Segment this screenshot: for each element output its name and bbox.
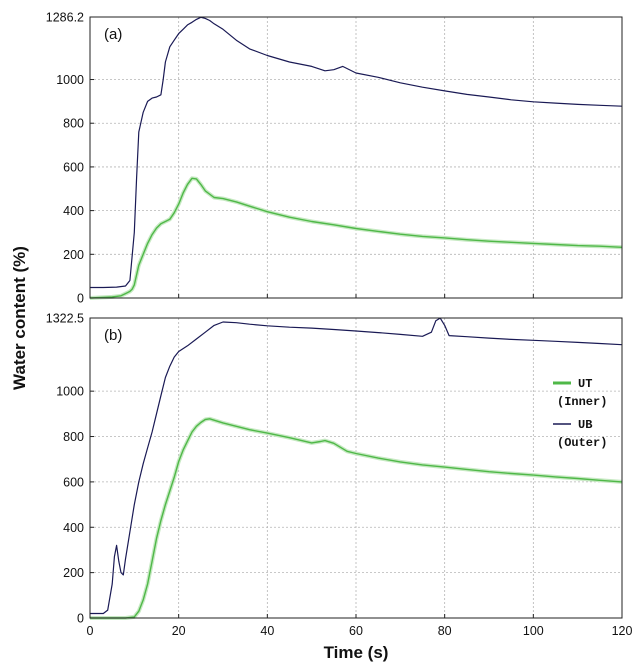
x-tick-label: 80 xyxy=(438,624,452,638)
y-tick-label: 400 xyxy=(63,521,84,535)
panel-a-frame xyxy=(89,16,623,299)
panel-b-ticks: 0 20 40 60 80 100 120 0 200 400 600 800 1000 1322.5 xyxy=(46,312,633,639)
y-tick-label: 200 xyxy=(63,566,84,580)
y-tick-label: 1000 xyxy=(56,385,84,399)
legend-sublabel-ut: (Inner) xyxy=(557,395,607,409)
legend: UT (Inner) UB (Outer) xyxy=(553,377,607,450)
panel-b-series xyxy=(90,317,623,620)
y-axis-title: Water content (%) xyxy=(10,246,29,390)
y-tick-label: 400 xyxy=(63,204,84,218)
series-line-ut xyxy=(89,177,623,299)
panel-b-grid xyxy=(90,318,622,618)
legend-label-ub: UB xyxy=(578,418,592,432)
y-tick-label: 1286.2 xyxy=(46,11,84,25)
x-tick-label: 40 xyxy=(260,624,274,638)
legend-label-ut: UT xyxy=(578,377,592,391)
y-tick-label: 0 xyxy=(77,612,84,626)
panel-b-label: (b) xyxy=(104,327,122,344)
panel-a-series xyxy=(89,16,623,300)
panel-a: 0 200 400 600 800 1000 1286.2 (a) xyxy=(46,11,623,306)
x-tick-label: 100 xyxy=(523,624,544,638)
x-tick-label: 0 xyxy=(87,624,94,638)
series-line-ut xyxy=(90,418,623,619)
panel-b: 0 20 40 60 80 100 120 0 200 400 600 800 1000 1322.5 (… xyxy=(46,312,633,639)
y-tick-label: 600 xyxy=(63,475,84,489)
panel-a-label: (a) xyxy=(104,26,122,43)
panel-a-grid xyxy=(90,17,622,298)
y-tick-label: 1000 xyxy=(56,73,84,87)
y-tick-label: 800 xyxy=(63,117,84,131)
y-tick-label: 800 xyxy=(63,430,84,444)
y-tick-label: 0 xyxy=(77,292,84,306)
series-line-ub xyxy=(90,317,623,615)
y-tick-label: 600 xyxy=(63,160,84,174)
x-axis-title: Time (s) xyxy=(324,643,389,662)
panel-b-frame xyxy=(89,317,623,619)
x-tick-label: 120 xyxy=(612,624,633,638)
y-tick-label: 1322.5 xyxy=(46,312,84,326)
panel-a-ticks: 0 200 400 600 800 1000 1286.2 xyxy=(46,11,623,306)
x-tick-label: 60 xyxy=(349,624,363,638)
x-tick-label: 20 xyxy=(172,624,186,638)
series-line-ub xyxy=(90,16,623,289)
y-tick-label: 200 xyxy=(63,248,84,262)
legend-sublabel-ub: (Outer) xyxy=(557,436,607,450)
